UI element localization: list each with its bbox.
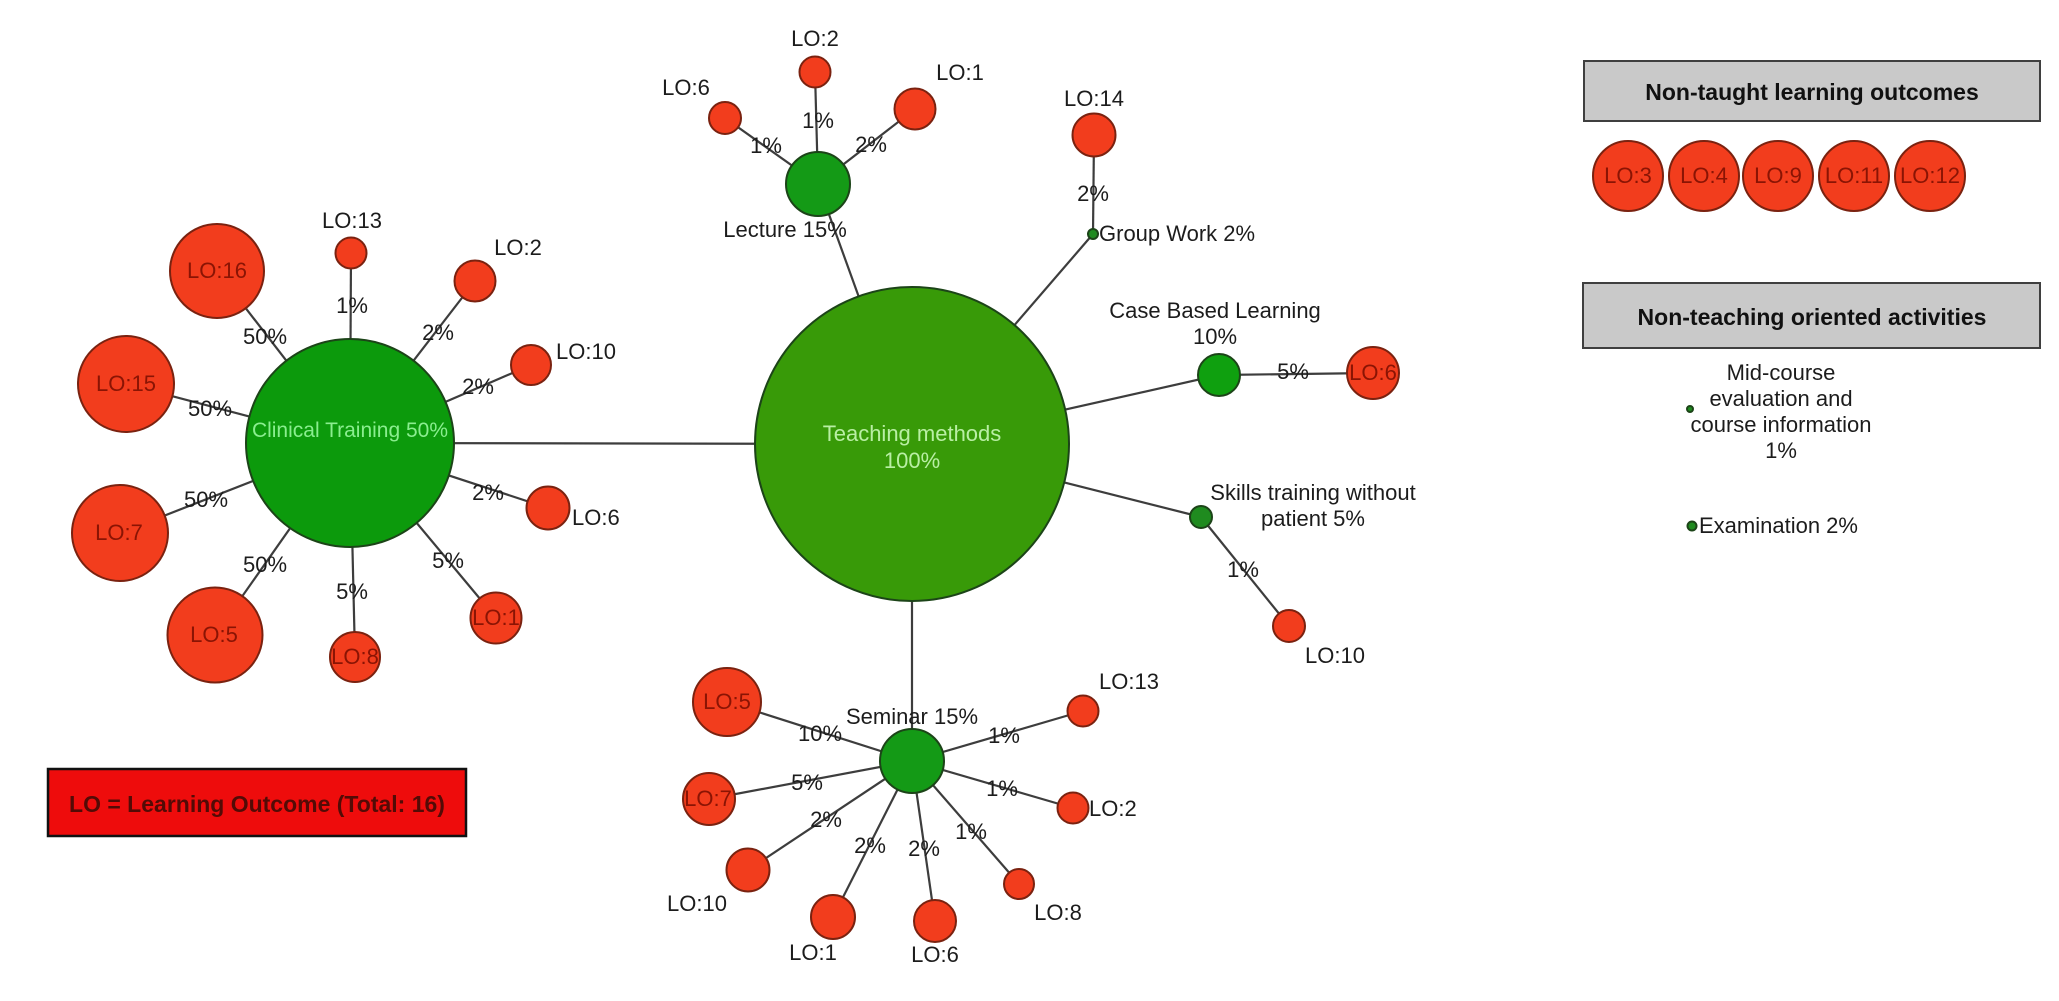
svg-text:LO:10: LO:10	[556, 339, 616, 364]
svg-text:LO:1: LO:1	[936, 60, 984, 85]
svg-text:Teaching methods: Teaching methods	[823, 421, 1002, 446]
svg-text:LO:7: LO:7	[684, 786, 732, 811]
svg-text:LO:15: LO:15	[96, 371, 156, 396]
svg-text:LO:6: LO:6	[911, 942, 959, 967]
svg-text:Skills training without: Skills training without	[1210, 480, 1415, 505]
svg-text:patient 5%: patient 5%	[1261, 506, 1365, 531]
svg-text:2%: 2%	[472, 480, 504, 505]
svg-text:Clinical Training 50%: Clinical Training 50%	[252, 419, 448, 442]
svg-text:1%: 1%	[955, 819, 987, 844]
svg-text:2%: 2%	[908, 836, 940, 861]
svg-text:LO:12: LO:12	[1900, 163, 1960, 188]
svg-text:2%: 2%	[854, 833, 886, 858]
svg-text:LO:7: LO:7	[95, 520, 143, 545]
svg-text:50%: 50%	[184, 487, 228, 512]
svg-text:LO:2: LO:2	[791, 26, 839, 51]
svg-text:LO:8: LO:8	[331, 644, 379, 669]
svg-text:LO:10: LO:10	[1305, 643, 1365, 668]
svg-text:LO:11: LO:11	[1825, 163, 1883, 188]
svg-text:LO:1: LO:1	[472, 605, 520, 630]
svg-text:5%: 5%	[791, 770, 823, 795]
svg-text:LO:14: LO:14	[1064, 86, 1124, 111]
svg-text:Case Based Learning: Case Based Learning	[1109, 298, 1321, 323]
svg-text:Lecture 15%: Lecture 15%	[723, 217, 847, 242]
svg-text:LO:6: LO:6	[572, 505, 620, 530]
svg-text:2%: 2%	[462, 374, 494, 399]
svg-text:5%: 5%	[1277, 359, 1309, 384]
svg-text:Examination 2%: Examination 2%	[1699, 513, 1858, 538]
svg-text:LO:6: LO:6	[662, 75, 710, 100]
svg-text:LO:13: LO:13	[1099, 669, 1159, 694]
svg-text:LO:5: LO:5	[190, 622, 238, 647]
svg-text:2%: 2%	[1077, 181, 1109, 206]
svg-text:LO:5: LO:5	[703, 689, 751, 714]
svg-text:2%: 2%	[810, 807, 842, 832]
svg-text:Seminar 15%: Seminar 15%	[846, 704, 978, 729]
svg-text:LO:4: LO:4	[1680, 163, 1728, 188]
svg-text:evaluation and: evaluation and	[1709, 386, 1852, 411]
svg-text:1%: 1%	[750, 133, 782, 158]
svg-text:1%: 1%	[1765, 438, 1797, 463]
svg-text:LO:13: LO:13	[322, 208, 382, 233]
svg-text:1%: 1%	[1227, 557, 1259, 582]
svg-text:1%: 1%	[986, 776, 1018, 801]
svg-text:1%: 1%	[988, 723, 1020, 748]
svg-text:LO:3: LO:3	[1604, 163, 1652, 188]
svg-text:10%: 10%	[798, 721, 842, 746]
svg-text:Mid-course: Mid-course	[1727, 360, 1836, 385]
svg-text:1%: 1%	[802, 108, 834, 133]
svg-text:2%: 2%	[855, 132, 887, 157]
svg-text:50%: 50%	[243, 552, 287, 577]
svg-text:100%: 100%	[884, 448, 940, 473]
svg-text:LO = Learning Outcome (Total:: LO = Learning Outcome (Total: 16)	[69, 791, 445, 817]
svg-text:2%: 2%	[422, 320, 454, 345]
svg-text:5%: 5%	[432, 548, 464, 573]
svg-text:LO:8: LO:8	[1034, 900, 1082, 925]
svg-text:course information: course information	[1691, 412, 1872, 437]
svg-text:Non-taught learning outcomes: Non-taught learning outcomes	[1645, 79, 1979, 105]
svg-text:LO:10: LO:10	[667, 891, 727, 916]
svg-text:Non-teaching oriented activiti: Non-teaching oriented activities	[1638, 304, 1987, 330]
svg-text:5%: 5%	[336, 579, 368, 604]
svg-text:LO:1: LO:1	[789, 940, 837, 965]
svg-text:LO:6: LO:6	[1349, 360, 1397, 385]
svg-text:Group Work 2%: Group Work 2%	[1099, 221, 1255, 246]
svg-text:50%: 50%	[243, 324, 287, 349]
svg-text:1%: 1%	[336, 293, 368, 318]
svg-text:LO:2: LO:2	[494, 235, 542, 260]
svg-text:LO:2: LO:2	[1089, 796, 1137, 821]
svg-text:LO:9: LO:9	[1754, 163, 1802, 188]
svg-text:10%: 10%	[1193, 324, 1237, 349]
svg-text:LO:16: LO:16	[187, 258, 247, 283]
svg-text:50%: 50%	[188, 396, 232, 421]
